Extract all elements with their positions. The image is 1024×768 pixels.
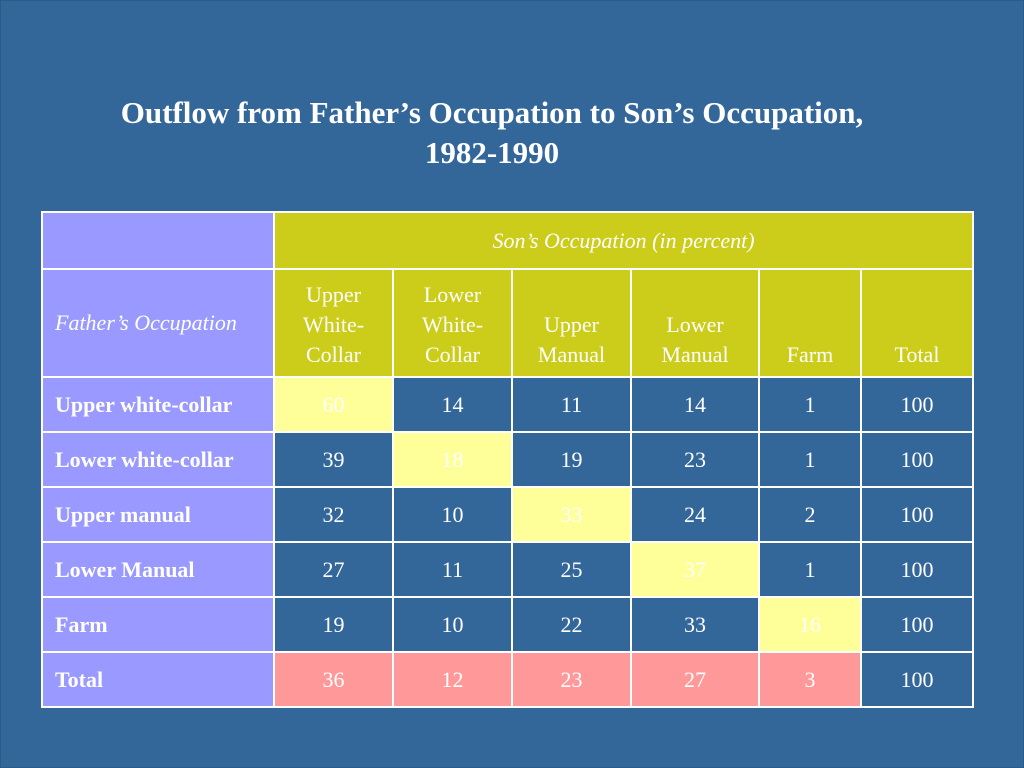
table-row-lower-manual: Lower Manual 27 11 25 37 1 100 — [41, 541, 975, 598]
table-cell: 32 — [273, 486, 394, 543]
column-header-line: Farm — [786, 342, 834, 367]
table-cell: 1 — [758, 376, 862, 433]
table-cell: 10 — [392, 486, 513, 543]
table-cell: 14 — [392, 376, 513, 433]
column-header-line: Collar — [306, 342, 361, 367]
table-cell-total-row: 27 — [630, 651, 760, 708]
table-cell: 39 — [273, 431, 394, 488]
table-cell-total: 100 — [859, 541, 975, 598]
table-cell: 11 — [511, 376, 632, 433]
table-row-farm: Farm 19 10 22 33 16 100 — [41, 596, 975, 653]
table-cell-diagonal: 33 — [511, 486, 632, 543]
son-occupation-header: Son’s Occupation (in percent) — [272, 211, 975, 270]
column-header-lower-white-collar: Lower White- Collar — [392, 268, 513, 378]
table-cell: 19 — [273, 596, 394, 653]
father-occupation-header: Father’s Occupation — [41, 268, 275, 378]
table-cell: 10 — [392, 596, 513, 653]
empty-corner-cell — [41, 211, 275, 270]
table-cell-total: 100 — [859, 596, 975, 653]
table-cell: 22 — [511, 596, 632, 653]
slide-title-line2: 1982-1990 — [424, 135, 560, 170]
table-cell-diagonal: 37 — [630, 541, 760, 598]
table-cell-total-row: 12 — [392, 651, 513, 708]
table-top-header-row: Son’s Occupation (in percent) — [41, 211, 975, 270]
table-cell-diagonal: 60 — [273, 376, 394, 433]
table-cell-diagonal: 16 — [758, 596, 862, 653]
column-header-line: Manual — [661, 342, 729, 367]
column-header-line: Collar — [425, 342, 480, 367]
table-cell-total: 100 — [859, 651, 975, 708]
table-cell: 24 — [630, 486, 760, 543]
column-header-line: White- — [302, 312, 365, 337]
table-cell-total-row: 36 — [273, 651, 394, 708]
table-cell-diagonal: 18 — [392, 431, 513, 488]
row-label: Lower Manual — [41, 541, 275, 598]
table-cell: 33 — [630, 596, 760, 653]
column-header-line: Lower — [423, 282, 482, 307]
column-header-line: White- — [421, 312, 484, 337]
column-header-lower-manual: Lower Manual — [630, 268, 760, 378]
column-header-line: Upper — [306, 282, 361, 307]
column-header-total: Total — [859, 268, 975, 378]
table-cell: 11 — [392, 541, 513, 598]
table-cell: 27 — [273, 541, 394, 598]
row-label: Total — [41, 651, 275, 708]
table-cell-total: 100 — [859, 486, 975, 543]
table-cell: 19 — [511, 431, 632, 488]
column-header-line: Manual — [537, 342, 606, 367]
table-cell: 2 — [758, 486, 862, 543]
table-cell-total-row: 23 — [511, 651, 632, 708]
table-cell: 1 — [758, 431, 862, 488]
table-row-total: Total 36 12 23 27 3 100 — [41, 651, 975, 708]
row-label: Lower white-collar — [41, 431, 275, 488]
table-cell: 23 — [630, 431, 760, 488]
row-label: Upper white-collar — [41, 376, 275, 433]
column-header-row: Father’s Occupation Upper White- Collar … — [41, 268, 975, 378]
table-cell: 25 — [511, 541, 632, 598]
table-row-upper-manual: Upper manual 32 10 33 24 2 100 — [41, 486, 975, 543]
table-cell-total-row: 3 — [758, 651, 862, 708]
column-header-line: Lower — [666, 312, 724, 337]
slide-title-line1: Outflow from Father’s Occupation to Son’… — [120, 95, 864, 130]
row-label: Farm — [41, 596, 275, 653]
table-row-upper-white-collar: Upper white-collar 60 14 11 14 1 100 — [41, 376, 975, 433]
table-cell-total: 100 — [859, 431, 975, 488]
table-cell: 1 — [758, 541, 862, 598]
table-cell-total: 100 — [859, 376, 975, 433]
column-header-upper-white-collar: Upper White- Collar — [273, 268, 394, 378]
row-label: Upper manual — [41, 486, 275, 543]
column-header-upper-manual: Upper Manual — [511, 268, 632, 378]
table-cell: 14 — [630, 376, 760, 433]
occupation-mobility-table: Son’s Occupation (in percent) Father’s O… — [41, 211, 975, 708]
table-row-lower-white-collar: Lower white-collar 39 18 19 23 1 100 — [41, 431, 975, 488]
column-header-farm: Farm — [758, 268, 862, 378]
column-header-line: Upper — [544, 312, 599, 337]
slide-title: Outflow from Father’s Occupation to Son’… — [40, 93, 944, 173]
column-header-line: Total — [894, 342, 940, 367]
